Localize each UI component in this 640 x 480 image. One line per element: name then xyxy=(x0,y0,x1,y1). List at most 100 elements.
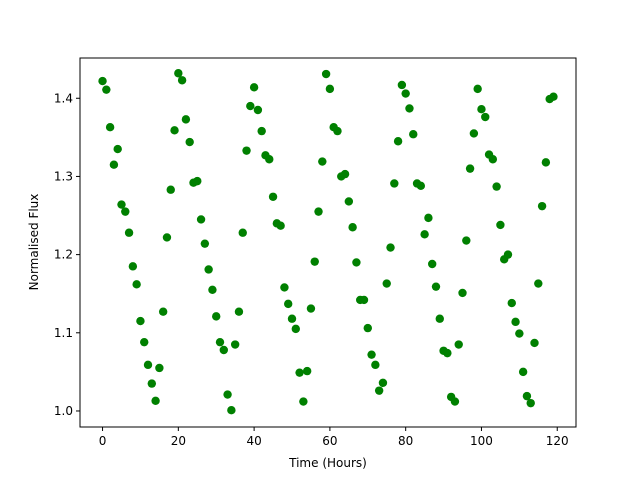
point xyxy=(136,316,145,326)
point xyxy=(121,207,130,216)
point xyxy=(454,340,463,349)
point xyxy=(496,220,505,230)
point xyxy=(325,84,335,94)
point xyxy=(246,101,255,111)
point xyxy=(386,243,395,252)
point xyxy=(212,312,221,321)
point xyxy=(416,181,426,191)
point xyxy=(234,307,244,316)
point xyxy=(321,69,331,79)
point xyxy=(390,179,399,188)
point xyxy=(177,76,187,85)
point xyxy=(208,285,217,294)
point xyxy=(219,345,228,355)
point xyxy=(196,215,206,224)
point xyxy=(515,329,524,338)
point xyxy=(458,288,467,298)
point xyxy=(443,348,452,358)
point xyxy=(352,258,361,267)
y-axis-label: Normalised Flux xyxy=(27,194,41,291)
point xyxy=(128,262,138,271)
point xyxy=(249,83,259,92)
point xyxy=(378,378,388,388)
point xyxy=(280,283,289,292)
x-tick-label: 100 xyxy=(470,434,493,448)
x-tick-label: 60 xyxy=(322,434,337,448)
point xyxy=(238,228,247,237)
point xyxy=(488,155,498,164)
point xyxy=(166,185,175,194)
point xyxy=(469,129,479,138)
point xyxy=(397,80,407,90)
point xyxy=(215,337,225,347)
point xyxy=(98,76,107,86)
point xyxy=(371,360,380,370)
point xyxy=(318,157,327,166)
point xyxy=(503,250,513,259)
point xyxy=(367,350,376,359)
point xyxy=(200,239,210,248)
point xyxy=(477,105,486,114)
point xyxy=(428,259,437,269)
point xyxy=(253,105,263,115)
point xyxy=(162,233,172,242)
point xyxy=(102,85,111,94)
point xyxy=(223,390,232,399)
point xyxy=(299,397,308,406)
point xyxy=(549,92,558,101)
axes-frame xyxy=(79,57,577,428)
point xyxy=(393,137,403,146)
point xyxy=(522,391,532,401)
point xyxy=(230,340,240,349)
point xyxy=(435,314,444,323)
point xyxy=(344,197,354,206)
point xyxy=(113,144,122,154)
point xyxy=(424,213,433,223)
point xyxy=(242,146,251,155)
point xyxy=(409,130,418,139)
y-tick-label: 1.2 xyxy=(54,248,73,262)
point xyxy=(534,279,543,288)
point xyxy=(431,282,441,291)
y-tick-label: 1.0 xyxy=(54,404,73,418)
point xyxy=(465,164,475,173)
point xyxy=(348,223,357,232)
x-tick-label: 20 xyxy=(171,434,186,448)
point xyxy=(295,368,304,377)
point xyxy=(450,397,460,406)
point xyxy=(268,192,278,201)
point xyxy=(492,182,501,191)
point xyxy=(291,324,300,334)
x-tick-label: 80 xyxy=(398,434,413,448)
point xyxy=(537,201,547,211)
point xyxy=(462,236,471,245)
point xyxy=(170,126,179,135)
point xyxy=(257,126,266,136)
point xyxy=(518,367,528,377)
point xyxy=(124,228,134,237)
point xyxy=(276,221,285,230)
point xyxy=(374,386,384,395)
point xyxy=(155,363,164,373)
point xyxy=(117,200,126,209)
point xyxy=(185,137,194,147)
point xyxy=(287,314,297,323)
point xyxy=(204,265,213,274)
point xyxy=(473,84,482,94)
point xyxy=(481,112,490,122)
point xyxy=(151,396,160,406)
point xyxy=(109,160,119,169)
point xyxy=(511,317,520,327)
point xyxy=(306,304,316,313)
point xyxy=(314,207,323,216)
point xyxy=(147,379,157,388)
point xyxy=(310,257,319,266)
point xyxy=(143,360,153,370)
point xyxy=(340,169,350,179)
point xyxy=(302,366,312,376)
point xyxy=(158,307,168,316)
point xyxy=(132,280,141,289)
point xyxy=(420,230,429,239)
